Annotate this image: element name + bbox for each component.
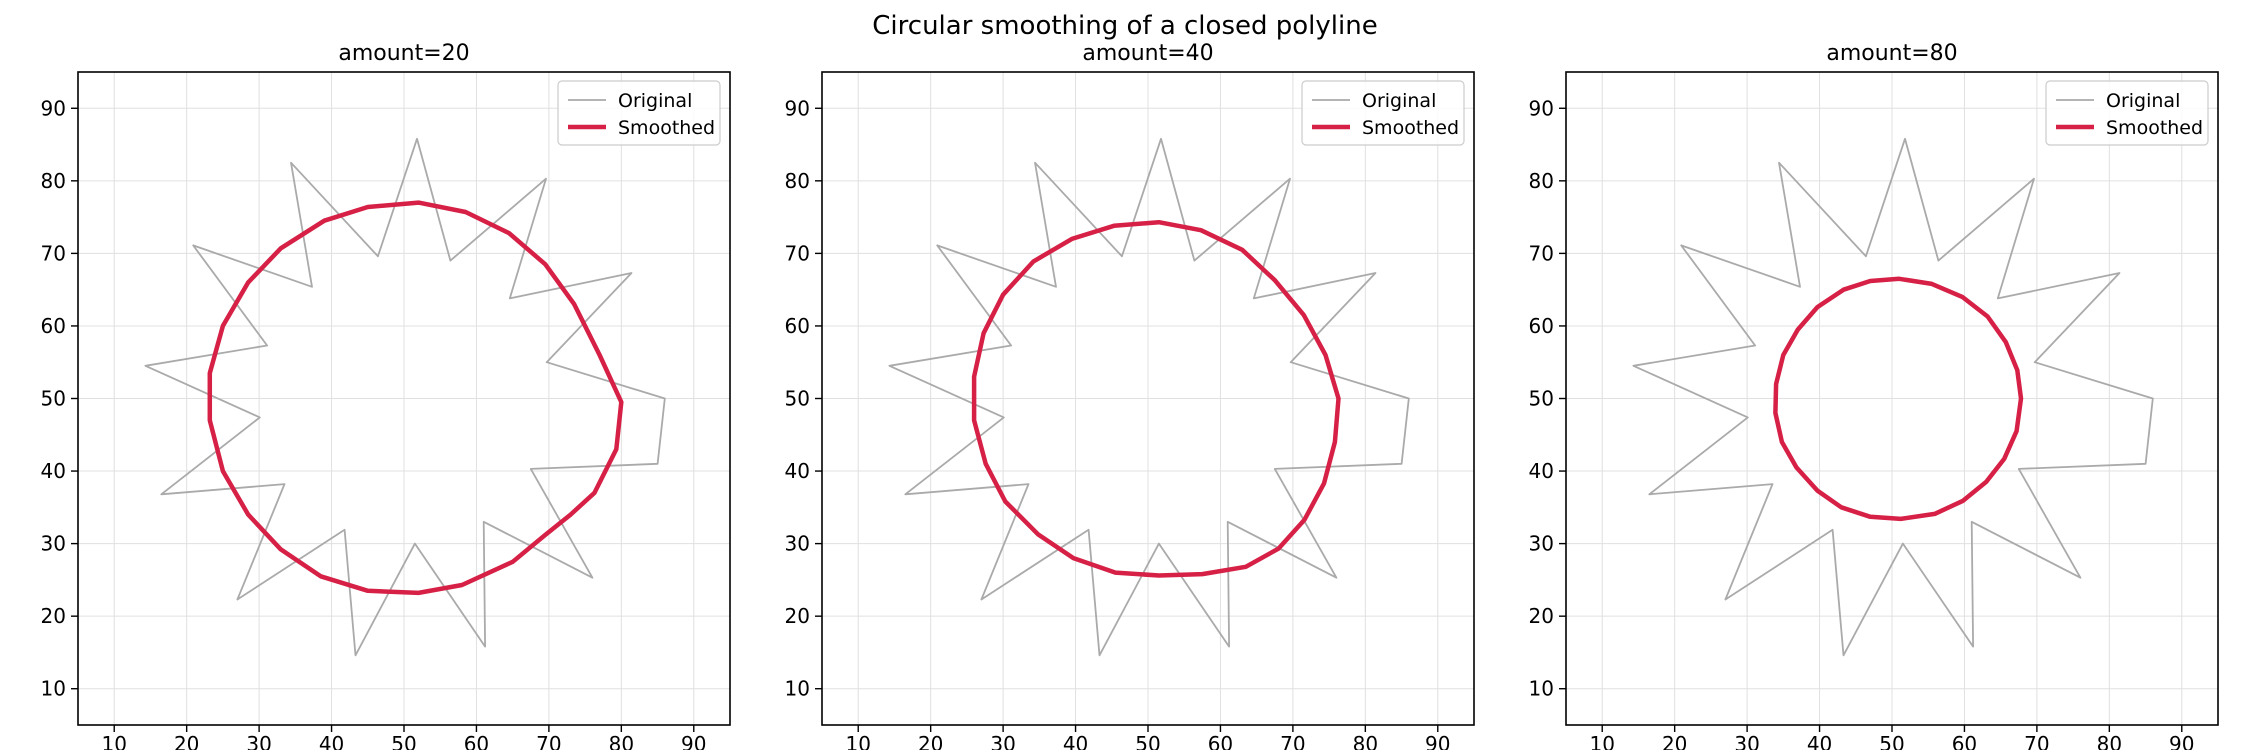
x-tick-label: 40 [319, 732, 344, 750]
y-tick-label: 50 [41, 387, 66, 411]
legend-original-label: Original [1362, 90, 1436, 112]
y-tick-label: 50 [1529, 387, 1554, 411]
panel-3: 10 20 30 40 50 60 70 80 90 10 20 30 40 50 60 70 80 90 amou… [1529, 41, 2219, 750]
x-tick-label: 70 [1280, 732, 1305, 750]
y-tick-label: 40 [1529, 459, 1554, 483]
legend: Original Smoothed [557, 80, 721, 146]
x-tick-label: 20 [918, 732, 943, 750]
panel-title: amount=80 [1826, 41, 1957, 66]
y-tick-label: 20 [785, 604, 810, 628]
x-tick-label: 30 [246, 732, 271, 750]
x-tick-label: 80 [609, 732, 634, 750]
panel-title: amount=40 [1082, 41, 1213, 66]
x-tick-label: 50 [391, 732, 416, 750]
x-tick-label: 80 [1353, 732, 1378, 750]
legend-smoothed-label: Smoothed [1362, 117, 1459, 139]
x-tick-label: 10 [101, 732, 126, 750]
x-tick-label: 70 [536, 732, 561, 750]
y-tick-label: 30 [41, 532, 66, 556]
x-tick-label: 60 [464, 732, 489, 750]
series-original-line [888, 137, 1410, 657]
y-tick-label: 80 [41, 169, 66, 193]
panel-title: amount=20 [338, 41, 469, 66]
series-original-line [144, 137, 666, 657]
x-tick-label: 90 [1425, 732, 1450, 750]
legend-original-label: Original [2106, 90, 2180, 112]
y-tick-label: 60 [41, 314, 66, 338]
y-tick-label: 40 [785, 459, 810, 483]
figure-title: Circular smoothing of a closed polyline [872, 11, 1377, 41]
series-smoothed-line [971, 219, 1341, 578]
legend-original-label: Original [618, 90, 692, 112]
x-tick-label: 90 [2169, 732, 2194, 750]
x-tick-label: 60 [1952, 732, 1977, 750]
y-tick-label: 40 [41, 459, 66, 483]
y-tick-label: 70 [785, 241, 810, 265]
y-tick-label: 60 [785, 314, 810, 338]
y-tick-label: 80 [785, 169, 810, 193]
x-tick-label: 60 [1208, 732, 1233, 750]
x-tick-label: 50 [1879, 732, 1904, 750]
y-tick-label: 20 [41, 604, 66, 628]
y-tick-label: 10 [1529, 677, 1554, 701]
y-tick-label: 80 [1529, 169, 1554, 193]
y-tick-label: 50 [785, 387, 810, 411]
x-tick-label: 20 [174, 732, 199, 750]
series-smoothed-line [207, 200, 624, 596]
x-tick-label: 30 [1734, 732, 1759, 750]
x-tick-label: 40 [1063, 732, 1088, 750]
x-tick-label: 50 [1135, 732, 1160, 750]
y-tick-label: 10 [41, 677, 66, 701]
y-tick-label: 10 [785, 677, 810, 701]
y-tick-label: 90 [41, 96, 66, 120]
x-tick-label: 10 [845, 732, 870, 750]
y-tick-label: 20 [1529, 604, 1554, 628]
y-tick-label: 90 [1529, 96, 1554, 120]
x-tick-label: 10 [1589, 732, 1614, 750]
series-smoothed-line [1773, 276, 2024, 522]
legend: Original Smoothed [2045, 80, 2209, 146]
series-original-line [1632, 137, 2154, 657]
x-tick-label: 40 [1807, 732, 1832, 750]
legend-smoothed-label: Smoothed [2106, 117, 2203, 139]
x-tick-label: 80 [2097, 732, 2122, 750]
x-tick-label: 90 [681, 732, 706, 750]
legend-smoothed-label: Smoothed [618, 117, 715, 139]
x-tick-label: 20 [1662, 732, 1687, 750]
y-tick-label: 30 [1529, 532, 1554, 556]
y-tick-label: 70 [41, 241, 66, 265]
y-tick-label: 90 [785, 96, 810, 120]
panel-1: 10 20 30 40 50 60 70 80 90 10 20 30 40 50 60 70 80 90 amou… [41, 41, 731, 750]
legend: Original Smoothed [1301, 80, 1465, 146]
x-tick-label: 70 [2024, 732, 2049, 750]
panels: 10 20 30 40 50 60 70 80 90 10 20 30 40 50 60 70 80 90 amou… [41, 41, 2219, 750]
y-tick-label: 70 [1529, 241, 1554, 265]
x-tick-label: 30 [990, 732, 1015, 750]
y-tick-label: 60 [1529, 314, 1554, 338]
y-tick-label: 30 [785, 532, 810, 556]
panel-2: 10 20 30 40 50 60 70 80 90 10 20 30 40 50 60 70 80 90 amou… [785, 41, 1475, 750]
